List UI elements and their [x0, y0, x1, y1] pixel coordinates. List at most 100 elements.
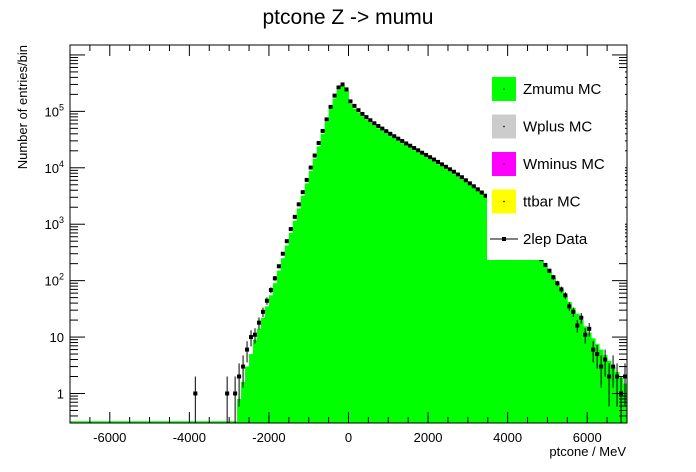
data-marker	[416, 148, 421, 153]
histogram-bar	[348, 104, 353, 423]
histogram-bar	[455, 176, 461, 423]
data-point	[356, 108, 361, 113]
data-marker	[563, 293, 568, 298]
data-point	[571, 307, 576, 317]
data-marker	[428, 155, 433, 160]
histogram-bar	[519, 234, 524, 423]
data-marker	[300, 190, 305, 195]
data-marker	[479, 190, 484, 195]
histogram-bar	[364, 119, 369, 423]
plot-area	[70, 82, 628, 424]
legend-entry: Wminus MC	[492, 152, 605, 176]
data-point	[348, 99, 353, 104]
legend-label: ttbar MC	[523, 194, 581, 211]
data-marker	[555, 281, 560, 286]
histogram-bar	[447, 171, 453, 423]
histogram-bar	[543, 266, 548, 423]
data-point	[336, 85, 341, 90]
histogram-bar	[392, 138, 397, 423]
legend-entry: ttbar MC	[492, 189, 581, 214]
histogram-bar	[475, 191, 481, 423]
data-marker	[424, 152, 429, 157]
data-point	[284, 239, 289, 244]
data-point	[368, 118, 373, 123]
data-marker	[316, 140, 321, 145]
data-marker	[475, 187, 480, 192]
data-point	[611, 355, 616, 388]
histogram-bar	[312, 158, 318, 423]
data-point	[479, 190, 484, 195]
data-point	[376, 124, 381, 129]
data-point	[595, 344, 600, 369]
data-marker	[264, 298, 269, 303]
histogram-bar	[603, 355, 608, 423]
data-marker	[591, 347, 596, 352]
data-marker	[575, 323, 580, 328]
data-point	[288, 227, 293, 232]
histogram-bar	[531, 249, 536, 423]
histogram-bar	[499, 211, 505, 423]
histogram-bar	[575, 313, 580, 423]
data-marker	[567, 304, 572, 309]
histogram-bar	[527, 244, 532, 423]
data-point	[463, 178, 468, 183]
data-marker	[551, 275, 556, 280]
histogram-bar	[308, 170, 314, 423]
data-point	[439, 162, 444, 167]
data-point	[567, 302, 572, 311]
data-marker	[193, 391, 198, 396]
legend-swatch-dot	[503, 88, 505, 90]
x-tick-label: 6000	[573, 430, 602, 445]
histogram-bar	[424, 157, 429, 424]
data-point	[420, 150, 425, 155]
data-point	[388, 131, 393, 136]
x-tick-label: 4000	[493, 430, 522, 445]
histogram-bar	[340, 86, 345, 423]
data-point	[424, 152, 429, 157]
histogram-bar	[356, 112, 361, 424]
data-marker	[571, 309, 576, 314]
data-point	[471, 184, 476, 189]
data-point	[412, 146, 417, 151]
histogram-bar	[316, 146, 322, 423]
data-point	[603, 349, 608, 377]
data-point	[237, 363, 242, 407]
legend-entry: Wplus MC	[492, 114, 592, 139]
legend-marker	[502, 237, 506, 241]
histogram-bar	[412, 150, 417, 423]
data-marker	[615, 374, 620, 379]
legend-entry: 2lep Data	[490, 231, 588, 248]
data-marker	[583, 332, 588, 337]
data-point	[396, 136, 401, 141]
data-marker	[547, 268, 552, 273]
data-point	[328, 104, 333, 109]
data-point	[340, 82, 345, 87]
data-point	[459, 175, 464, 180]
data-marker	[268, 288, 273, 293]
histogram-bar	[336, 89, 341, 423]
histogram-bar	[384, 133, 389, 423]
data-marker	[340, 82, 345, 87]
data-marker	[272, 276, 277, 281]
data-point	[451, 169, 456, 174]
data-marker	[292, 214, 297, 219]
x-tick-label: -6000	[93, 430, 126, 445]
data-marker	[241, 364, 246, 369]
histogram-bar	[559, 289, 564, 423]
histogram-bar	[539, 260, 544, 423]
histogram-bar	[587, 332, 592, 423]
histogram-bar	[507, 220, 513, 423]
data-point	[280, 251, 285, 256]
histogram-bar	[264, 306, 270, 423]
data-point	[447, 167, 452, 172]
x-axis-title: ptcone / MeV	[549, 444, 626, 459]
data-marker	[356, 108, 361, 113]
data-point	[428, 155, 433, 160]
histogram-bar	[300, 195, 306, 423]
data-marker	[237, 374, 242, 379]
data-point	[563, 292, 568, 299]
histogram-bar	[332, 98, 337, 424]
histogram-bar	[404, 145, 409, 423]
histogram-bar	[463, 182, 469, 423]
